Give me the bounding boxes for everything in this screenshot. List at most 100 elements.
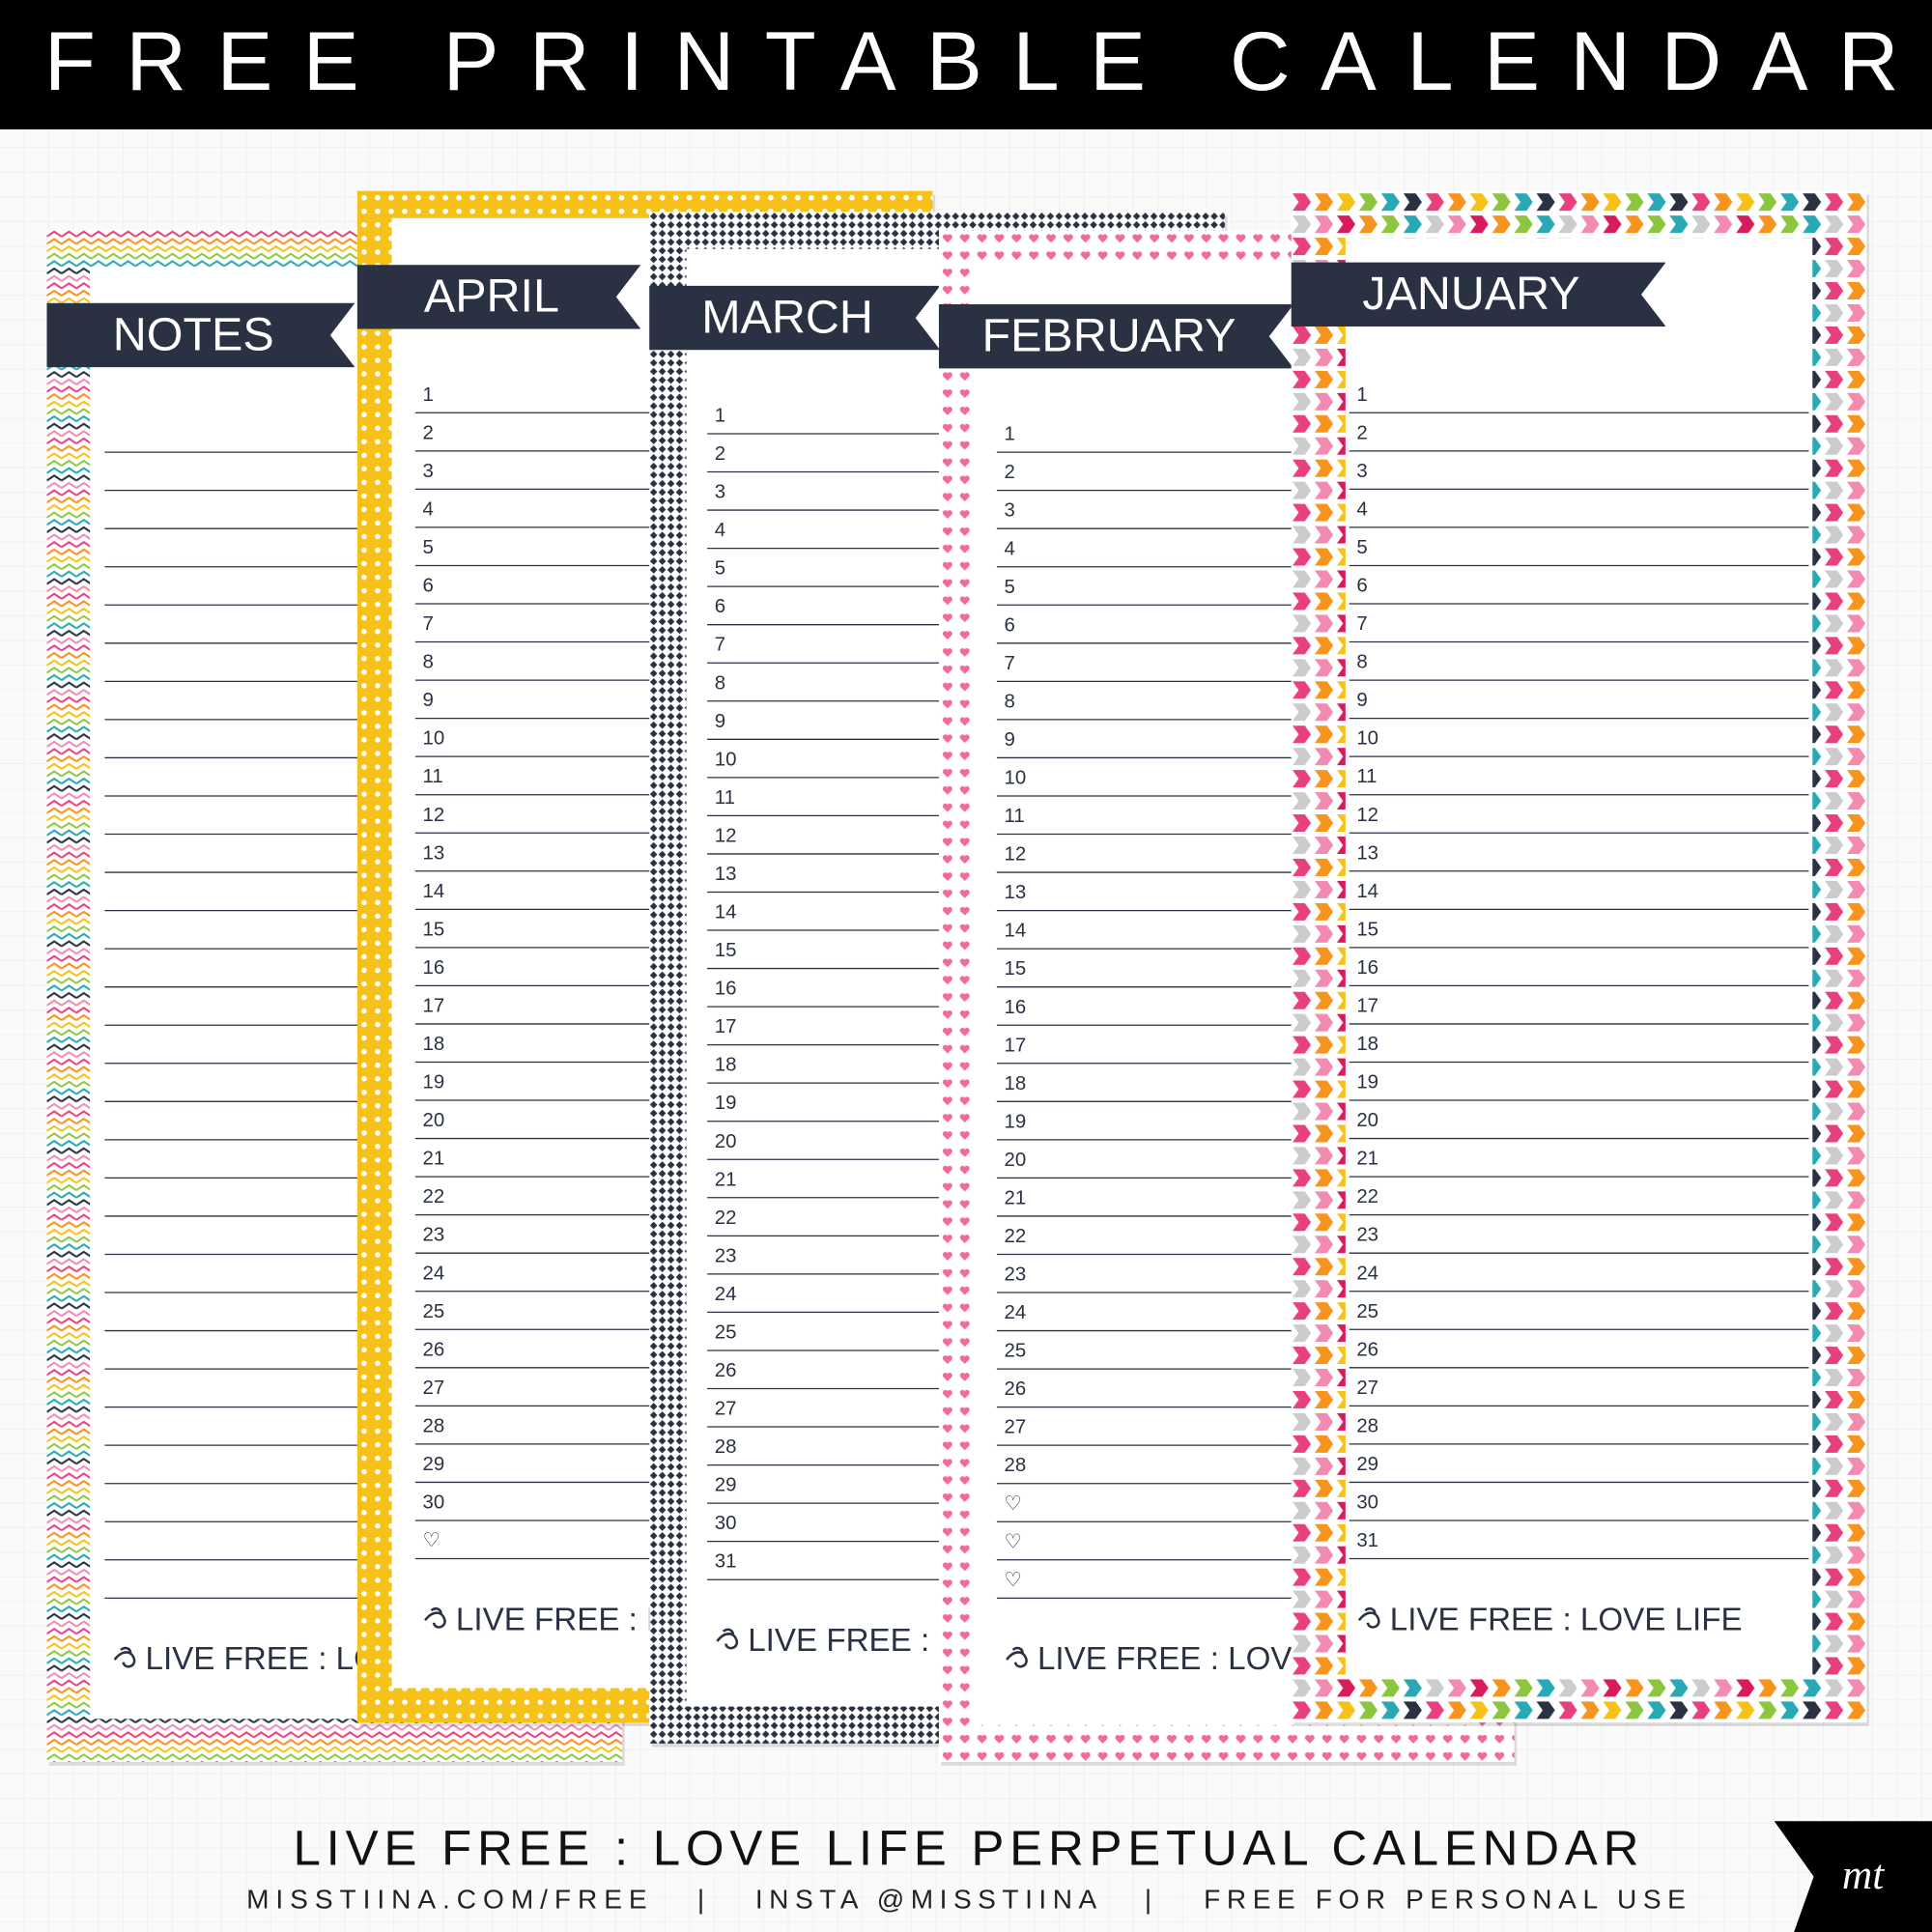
footer-link: MISSTIINA.COM/FREE <box>246 1885 647 1915</box>
day-number: 29 <box>715 1475 737 1496</box>
day-number: 1 <box>715 406 725 427</box>
day-number: 12 <box>423 805 445 826</box>
day-number: 23 <box>423 1225 445 1246</box>
day-number: 7 <box>423 613 434 635</box>
footer-link: INSTA @MISSTIINA <box>755 1885 1097 1915</box>
day-number: 8 <box>1356 652 1367 673</box>
day-number: 2 <box>1356 422 1367 443</box>
day-number: 1 <box>1356 384 1367 406</box>
day-number: 16 <box>715 979 737 1000</box>
day-number: 5 <box>715 558 725 580</box>
day-number: 9 <box>1356 690 1367 711</box>
footer-link: | <box>697 1885 704 1915</box>
month-banner <box>46 302 355 368</box>
day-number: 9 <box>1005 729 1015 751</box>
day-number: 2 <box>423 422 434 443</box>
swirl-icon <box>1357 1607 1380 1629</box>
day-number: 27 <box>1356 1378 1378 1399</box>
day-number: 7 <box>1005 653 1015 674</box>
swirl-icon <box>113 1646 136 1668</box>
day-number: 13 <box>715 864 737 885</box>
day-number: 21 <box>423 1149 445 1170</box>
day-number: 10 <box>1356 728 1378 750</box>
day-number: 9 <box>715 711 725 732</box>
day-number: 23 <box>1356 1225 1378 1246</box>
day-number: 24 <box>715 1284 737 1305</box>
day-number: 31 <box>715 1551 737 1573</box>
day-number: 5 <box>423 537 434 558</box>
day-number: 20 <box>715 1131 737 1152</box>
day-number: 18 <box>715 1055 737 1076</box>
day-number: 11 <box>423 766 443 787</box>
day-number: 8 <box>715 672 725 694</box>
day-number: 12 <box>715 825 737 846</box>
day-number: 19 <box>423 1072 445 1094</box>
day-number: 6 <box>1356 576 1367 597</box>
day-number: 30 <box>1356 1492 1378 1514</box>
day-number: 11 <box>1356 766 1377 787</box>
day-number: 20 <box>1356 1110 1378 1131</box>
footer-link: | <box>1145 1885 1151 1915</box>
footer-link: FREE FOR PERSONAL USE <box>1204 1885 1686 1915</box>
day-number: 13 <box>423 842 445 864</box>
day-number: 2 <box>715 443 725 465</box>
day-number: 27 <box>423 1378 445 1399</box>
day-number: 4 <box>1356 498 1367 520</box>
day-number: 12 <box>1005 844 1027 866</box>
day-number: 29 <box>423 1454 445 1475</box>
day-number: 30 <box>715 1513 737 1534</box>
swirl-icon <box>424 1607 446 1629</box>
footer-links: MISSTIINA.COM/FREE | INSTA @MISSTIINA | FREE… <box>246 1885 1686 1915</box>
day-number: 25 <box>423 1301 445 1322</box>
month-banner <box>938 304 1294 369</box>
day-number: 4 <box>715 520 725 541</box>
swirl-icon <box>716 1628 739 1650</box>
day-number: 24 <box>423 1263 445 1284</box>
day-number: 6 <box>423 576 434 597</box>
day-number: 7 <box>715 635 725 656</box>
day-number: ♡ <box>1005 1493 1022 1515</box>
day-number: 22 <box>1005 1226 1027 1247</box>
day-number: 15 <box>423 919 445 940</box>
day-number: 13 <box>1005 882 1027 903</box>
header-title: FREE PRINTABLE CALENDAR <box>44 14 1899 108</box>
card-page <box>1345 238 1813 1679</box>
day-number: 15 <box>1356 919 1378 940</box>
day-number: 11 <box>715 787 735 809</box>
month-title: NOTES <box>113 308 274 360</box>
day-number: 10 <box>715 749 737 770</box>
day-number: 2 <box>1005 462 1015 483</box>
day-number: 11 <box>1005 806 1025 827</box>
logo: mt <box>1842 1852 1885 1898</box>
day-number: 9 <box>423 690 434 711</box>
day-number: 18 <box>423 1034 445 1055</box>
day-number: 28 <box>1356 1415 1378 1436</box>
day-number: 1 <box>1005 424 1015 445</box>
day-number: 14 <box>1005 921 1027 942</box>
day-number: 17 <box>423 995 445 1016</box>
day-number: 27 <box>1005 1417 1027 1438</box>
day-number: 8 <box>1005 691 1015 712</box>
day-number: 17 <box>715 1016 737 1037</box>
day-number: 7 <box>1356 613 1367 635</box>
day-number: 6 <box>715 596 725 617</box>
day-number: 14 <box>1356 881 1378 902</box>
month-title: FEBRUARY <box>981 310 1236 362</box>
day-number: 18 <box>1356 1034 1378 1055</box>
day-number: 19 <box>1005 1111 1027 1132</box>
day-number: 28 <box>715 1436 737 1458</box>
day-number: 26 <box>1356 1339 1378 1360</box>
day-number: 22 <box>423 1186 445 1208</box>
day-number: 13 <box>1356 842 1378 864</box>
day-number: 3 <box>1005 500 1015 522</box>
day-number: 30 <box>423 1492 445 1514</box>
day-number: 16 <box>423 957 445 979</box>
day-number: 5 <box>1356 537 1367 558</box>
day-number: 5 <box>1005 577 1015 598</box>
day-number: 27 <box>715 1399 737 1420</box>
day-number: 16 <box>1005 997 1027 1018</box>
day-number: 17 <box>1356 995 1378 1016</box>
day-number: 12 <box>1356 805 1378 826</box>
day-number: 6 <box>1005 614 1015 636</box>
month-title: APRIL <box>424 270 559 323</box>
